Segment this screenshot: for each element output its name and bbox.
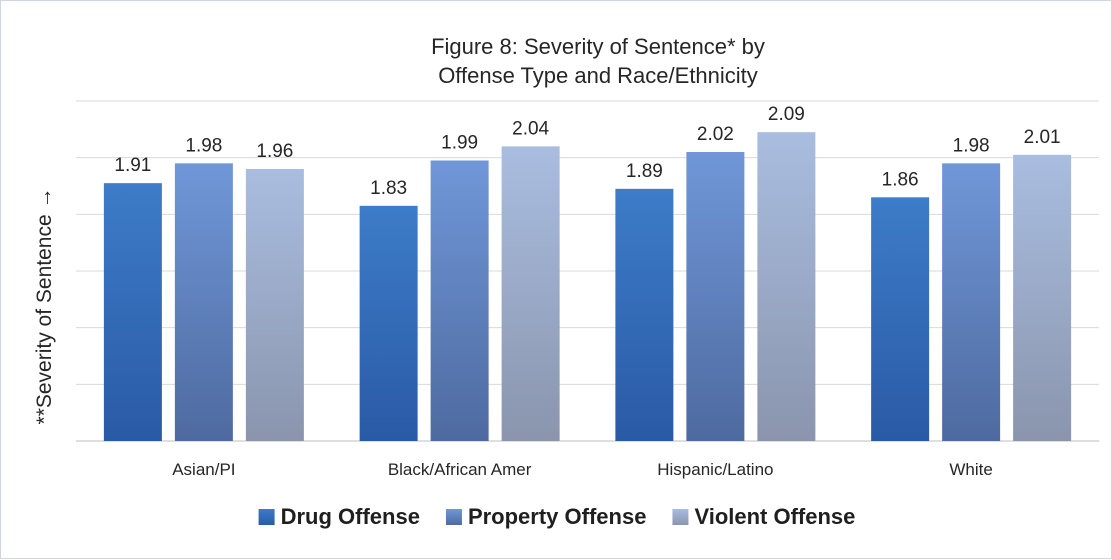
bar-hispanic-latino-drug-offense: [615, 188, 674, 441]
data-label-black-african-amer-drug-offense: 1.83: [370, 178, 407, 199]
bar-hispanic-latino-violent-offense: [757, 132, 816, 441]
bar-asian-pi-property-offense: [174, 163, 233, 442]
legend-label-violent-offense: Violent Offense: [694, 504, 855, 529]
bars: [103, 132, 1072, 442]
data-label-black-african-amer-violent-offense: 2.04: [512, 118, 549, 139]
data-label-hispanic-latino-drug-offense: 1.89: [626, 161, 663, 182]
legend-item-drug-offense: Drug Offense: [258, 504, 420, 529]
legend-label-drug-offense: Drug Offense: [281, 504, 420, 529]
bar-asian-pi-violent-offense: [245, 169, 304, 441]
x-tick-hispanic-latino: Hispanic/Latino: [657, 460, 773, 479]
data-label-asian-pi-property-offense: 1.98: [185, 135, 222, 156]
chart-title-line-2: Offense Type and Race/Ethnicity: [438, 63, 758, 88]
legend: Drug Offense Property Offense Violent Offe…: [258, 504, 855, 529]
data-label-asian-pi-drug-offense: 1.91: [114, 155, 151, 176]
chart-title-line-1: Figure 8: Severity of Sentence* by: [431, 34, 765, 59]
data-label-white-violent-offense: 2.01: [1024, 127, 1061, 148]
legend-swatch-violent-offense: [672, 509, 689, 525]
legend-item-property-offense: Property Offense: [445, 504, 647, 529]
bar-black-african-amer-drug-offense: [359, 205, 418, 441]
x-tick-asian-pi: Asian/PI: [172, 460, 235, 479]
legend-swatch-drug-offense: [258, 509, 275, 525]
bar-asian-pi-drug-offense: [103, 183, 162, 441]
data-label-asian-pi-violent-offense: 1.96: [256, 141, 293, 162]
x-axis-tick-labels: Asian/PI Black/African Amer Hispanic/Latin…: [172, 460, 993, 479]
bar-white-violent-offense: [1013, 154, 1072, 442]
data-label-black-african-amer-property-offense: 1.99: [441, 133, 478, 154]
data-label-hispanic-latino-violent-offense: 2.09: [768, 104, 805, 125]
legend-swatch-property-offense: [445, 509, 462, 525]
bar-black-african-amer-property-offense: [430, 160, 489, 441]
bar-black-african-amer-violent-offense: [501, 146, 560, 442]
bar-white-property-offense: [942, 163, 1001, 442]
y-axis-title: **Severity of Sentence →: [33, 188, 56, 425]
bar-hispanic-latino-property-offense: [686, 152, 745, 441]
legend-label-property-offense: Property Offense: [468, 504, 647, 529]
data-labels: 1.91 1.98 1.96 1.83 1.99 2.04 1.89 2.02 2.09 1.86…: [114, 104, 1060, 199]
x-tick-white: White: [949, 460, 992, 479]
data-label-hispanic-latino-property-offense: 2.02: [697, 124, 734, 145]
data-label-white-drug-offense: 1.86: [882, 169, 919, 190]
legend-item-violent-offense: Violent Offense: [672, 504, 855, 529]
chart-title: Figure 8: Severity of Sentence* by Offen…: [431, 34, 765, 88]
bar-white-drug-offense: [871, 197, 930, 441]
x-tick-black-african-amer: Black/African Amer: [388, 460, 532, 479]
data-label-white-property-offense: 1.98: [953, 135, 990, 156]
